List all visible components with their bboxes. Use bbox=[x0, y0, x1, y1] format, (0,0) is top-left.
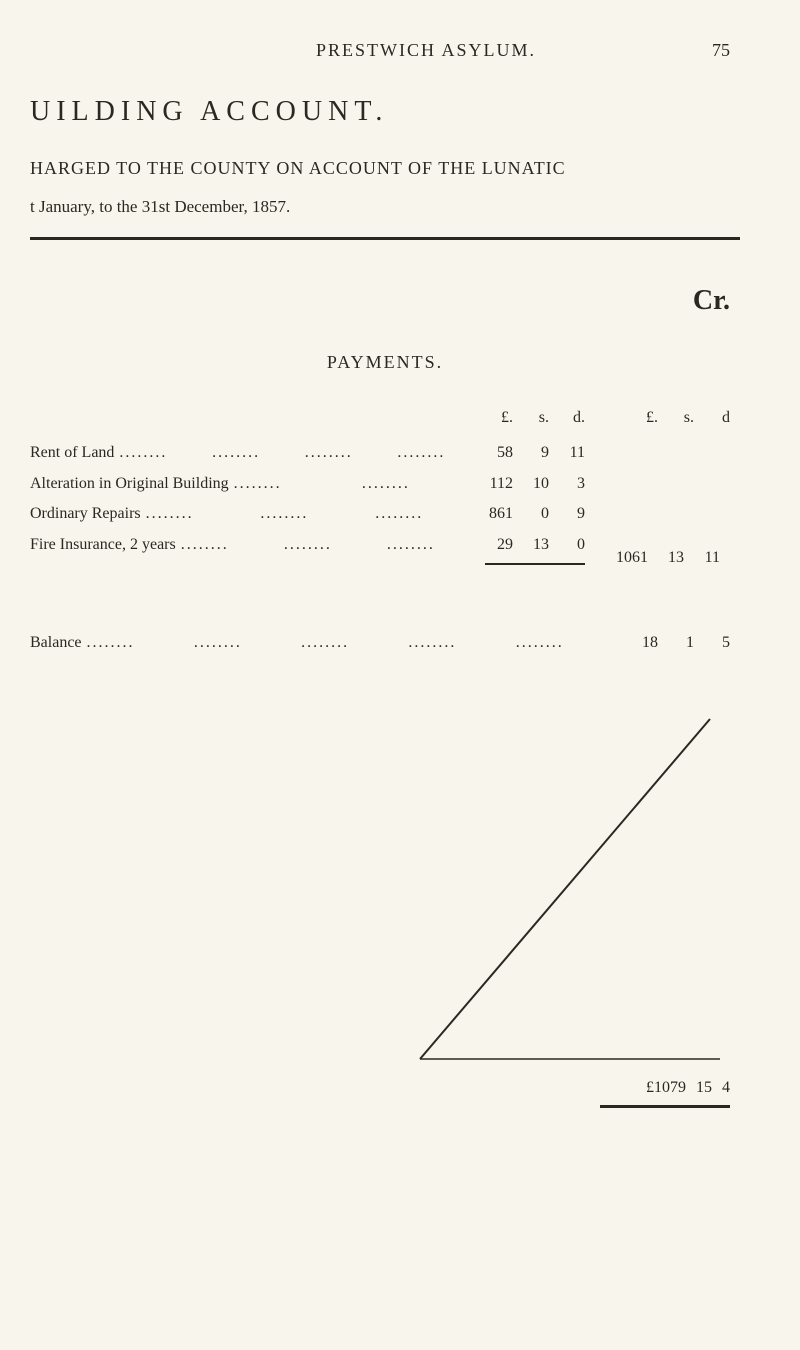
page-number: 75 bbox=[712, 40, 730, 61]
col-shillings-2: s. bbox=[666, 403, 694, 433]
leader-dots: ........ bbox=[392, 438, 485, 468]
col-shillings-1: s. bbox=[521, 403, 549, 433]
amt-shillings: 0 bbox=[521, 499, 549, 529]
leader-dots: ........ bbox=[176, 530, 279, 560]
ledger-row: Ordinary Repairs ........ ........ .....… bbox=[30, 499, 740, 529]
amt-shillings: 13 bbox=[521, 530, 549, 560]
col-pounds-1: £. bbox=[485, 403, 513, 433]
balance-shillings: 1 bbox=[666, 628, 694, 658]
total-row: £1079 15 4 bbox=[30, 1079, 740, 1097]
header-row: PRESTWICH ASYLUM. 75 bbox=[30, 40, 740, 61]
col-pence-1: d. bbox=[557, 403, 585, 433]
main-title: UILDING ACCOUNT. bbox=[30, 96, 740, 128]
balance-pence: 5 bbox=[702, 628, 730, 658]
leader-dots: ........ bbox=[357, 469, 485, 499]
credit-label: Cr. bbox=[30, 285, 740, 317]
amt-pence: 11 bbox=[557, 438, 585, 468]
subtotal-pence: 11 bbox=[692, 543, 720, 573]
balance-row: Balance ........ ........ ........ .....… bbox=[30, 628, 740, 658]
running-header: PRESTWICH ASYLUM. bbox=[40, 40, 712, 61]
amt-pence: 3 bbox=[557, 469, 585, 499]
leader-dots: ........ bbox=[114, 438, 207, 468]
leader-dots: ........ bbox=[300, 438, 393, 468]
total-shillings: 15 bbox=[696, 1079, 712, 1097]
total-pounds: £1079 bbox=[646, 1079, 686, 1097]
col-pence-2: d bbox=[702, 403, 730, 433]
item-desc: Alteration in Original Building bbox=[30, 469, 229, 499]
total-pence: 4 bbox=[722, 1079, 730, 1097]
leader-dots: ........ bbox=[82, 628, 189, 658]
amt-shillings: 10 bbox=[521, 469, 549, 499]
leader-dots: ........ bbox=[370, 499, 485, 529]
amt-pounds: 861 bbox=[485, 499, 513, 529]
payments-title: PAYMENTS. bbox=[30, 352, 740, 373]
amt-pounds: 58 bbox=[485, 438, 513, 468]
leader-dots: ........ bbox=[229, 469, 357, 499]
leader-dots: ........ bbox=[189, 628, 296, 658]
item-desc: Fire Insurance, 2 years bbox=[30, 530, 176, 560]
leader-dots: ........ bbox=[207, 438, 300, 468]
amt-shillings: 9 bbox=[521, 438, 549, 468]
signature-area bbox=[30, 689, 740, 1069]
ledger-table: £. s. d. £. s. d Rent of Land ........ .… bbox=[30, 403, 740, 659]
sub-heading: HARGED TO THE COUNTY ON ACCOUNT OF THE L… bbox=[30, 158, 740, 179]
leader-dots: ........ bbox=[279, 530, 382, 560]
subtotal-pounds: 1061 bbox=[608, 543, 648, 573]
leader-dots: ........ bbox=[511, 628, 618, 658]
amt-pence: 9 bbox=[557, 499, 585, 529]
amt-pounds: 29 bbox=[485, 530, 513, 560]
leader-dots: ........ bbox=[382, 530, 485, 560]
balance-pounds: 18 bbox=[618, 628, 658, 658]
leader-dots: ........ bbox=[141, 499, 256, 529]
horizontal-rule bbox=[30, 237, 740, 240]
document-page: PRESTWICH ASYLUM. 75 UILDING ACCOUNT. HA… bbox=[30, 40, 740, 1310]
col-pounds-2: £. bbox=[630, 403, 658, 433]
column-headers: £. s. d. £. s. d bbox=[30, 403, 740, 433]
final-rule bbox=[30, 1105, 740, 1108]
amt-pounds: 112 bbox=[485, 469, 513, 499]
leader-dots: ........ bbox=[403, 628, 510, 658]
item-desc: Ordinary Repairs bbox=[30, 499, 141, 529]
leader-dots: ........ bbox=[255, 499, 370, 529]
diagonal-line-icon bbox=[410, 709, 730, 1069]
subtotal-shillings: 13 bbox=[656, 543, 684, 573]
amt-pence: 0 bbox=[557, 530, 585, 560]
date-line: t January, to the 31st December, 1857. bbox=[30, 197, 740, 217]
balance-desc: Balance bbox=[30, 628, 82, 658]
item-desc: Rent of Land bbox=[30, 438, 114, 468]
ledger-row: Alteration in Original Building ........… bbox=[30, 469, 740, 499]
leader-dots: ........ bbox=[296, 628, 403, 658]
ledger-row: Rent of Land ........ ........ ........ … bbox=[30, 438, 740, 468]
